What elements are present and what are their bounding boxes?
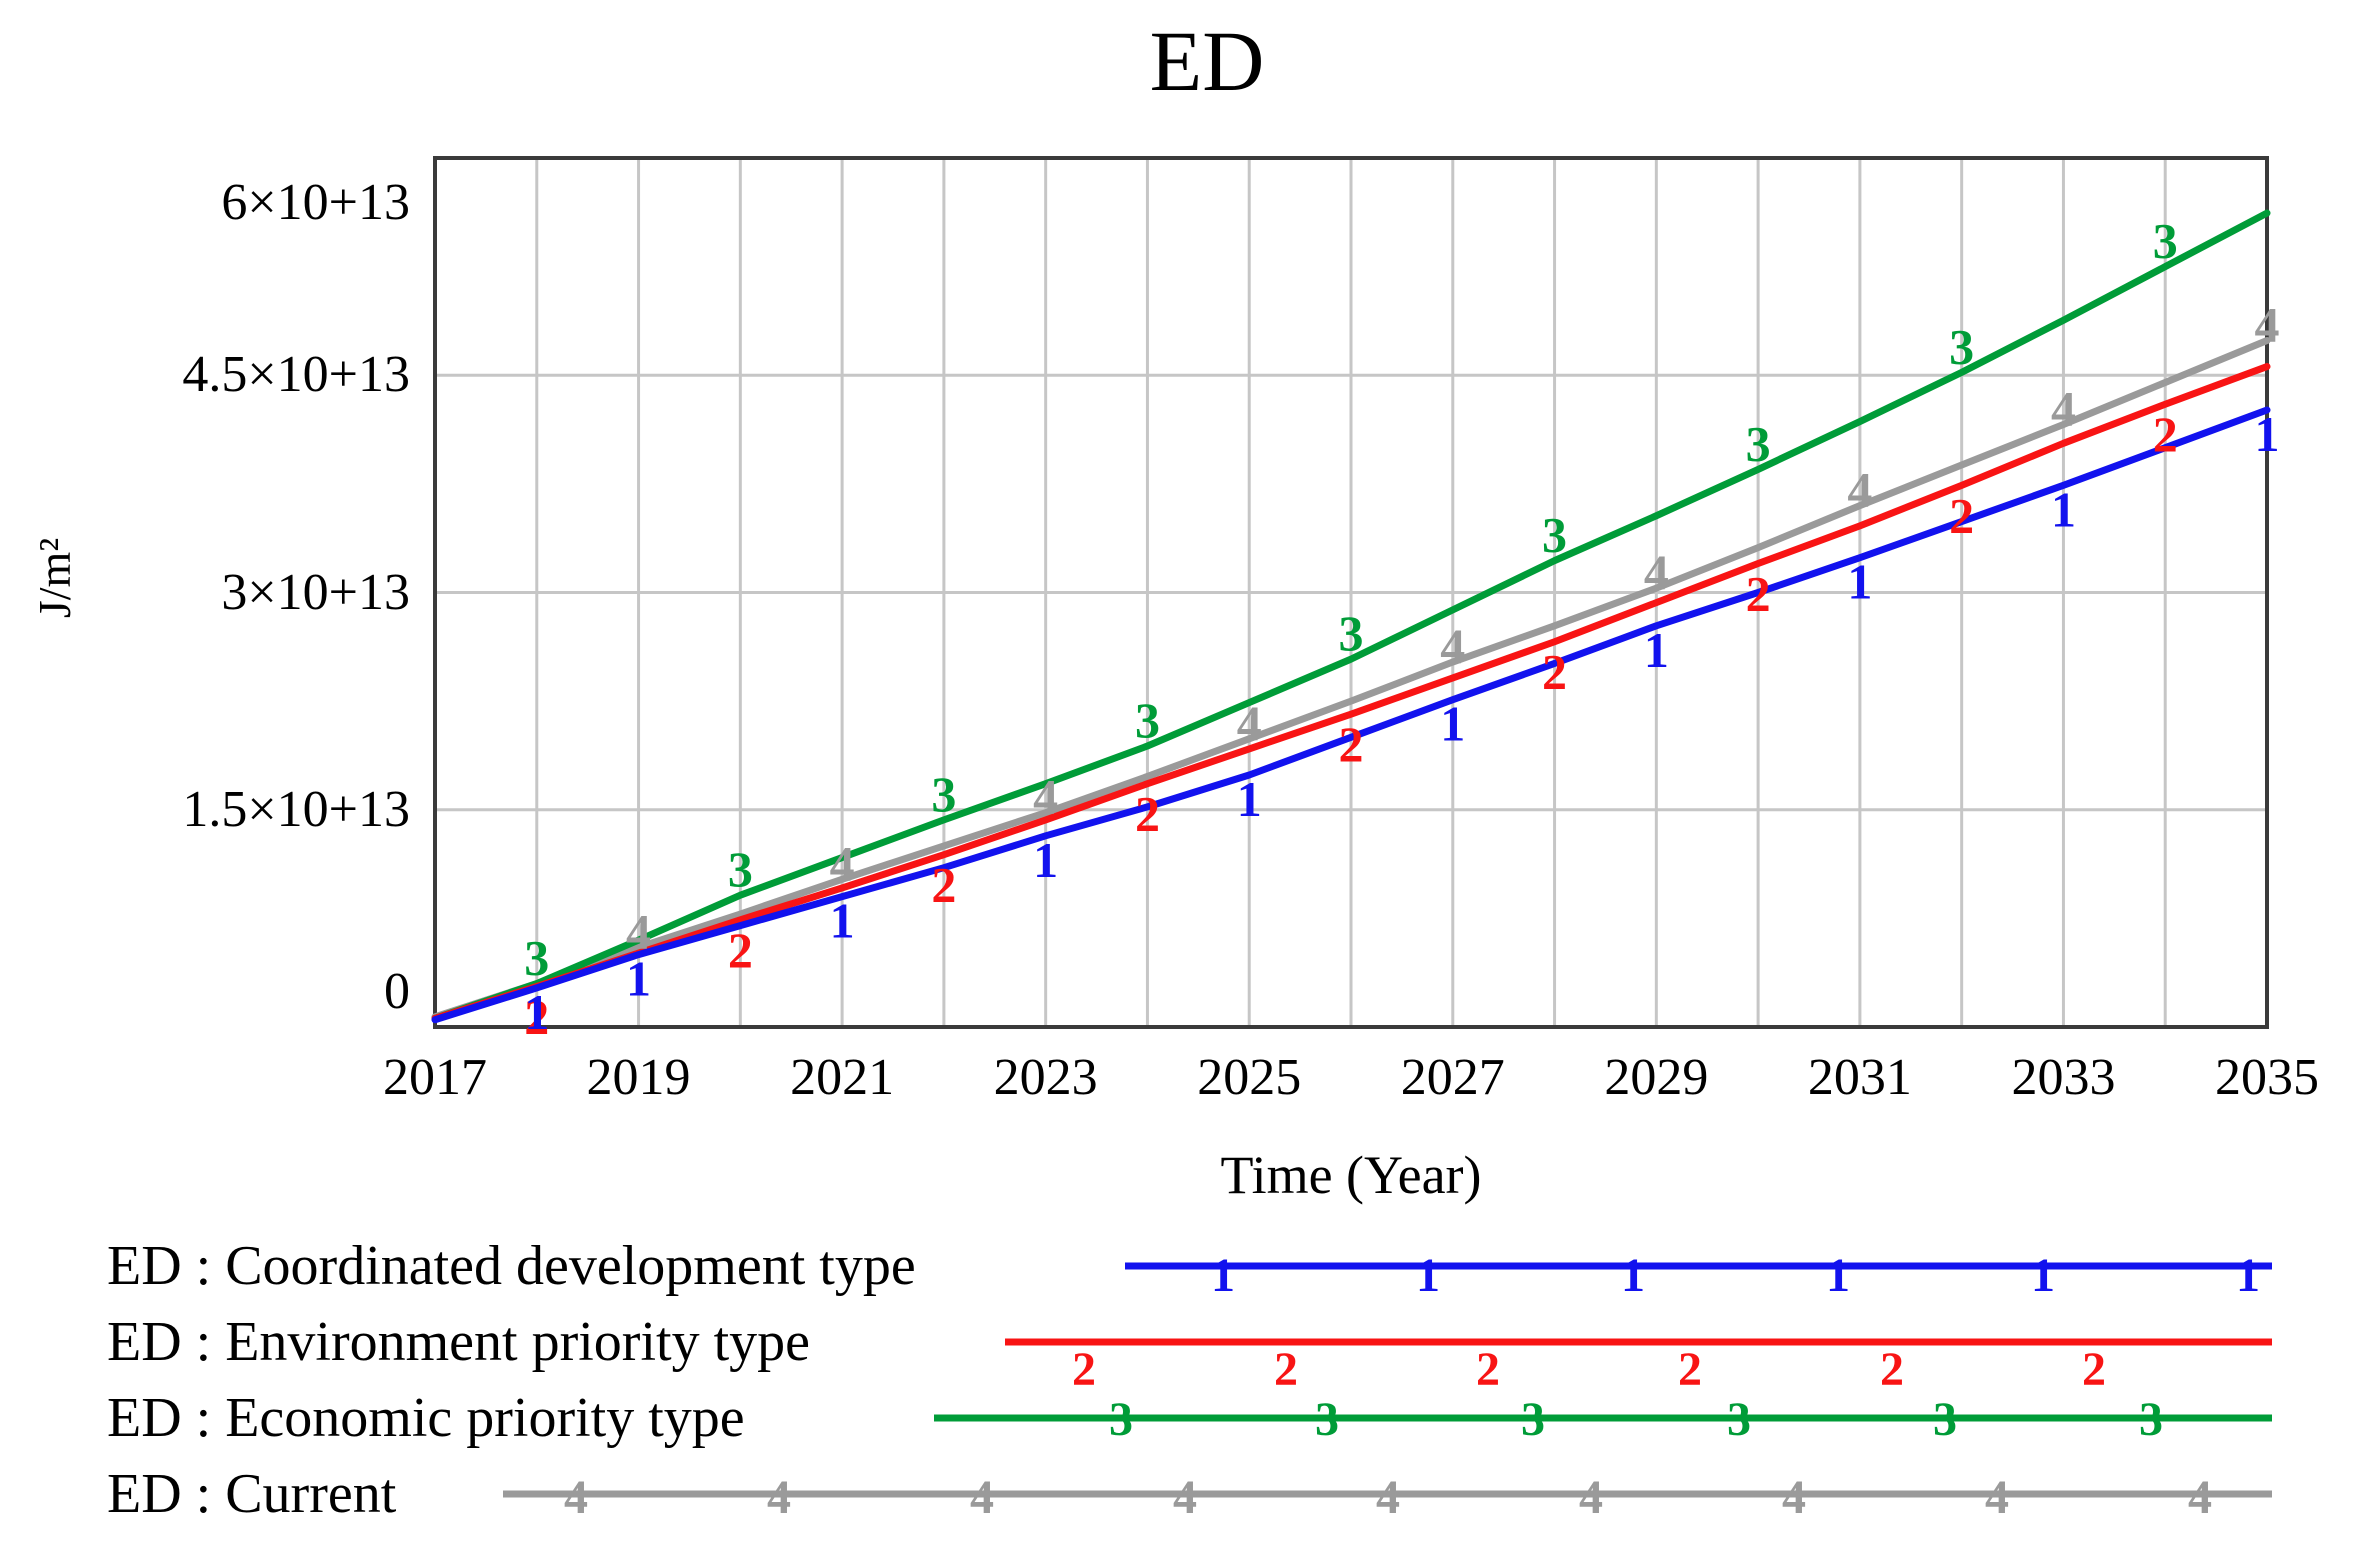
series-marker-2: 2 bbox=[931, 857, 956, 913]
legend-marker-4: 4 bbox=[970, 1471, 994, 1524]
series-marker-4: 4 bbox=[626, 903, 651, 959]
series-marker-3: 3 bbox=[931, 766, 956, 822]
legend-label-4: ED : Current bbox=[107, 1463, 397, 1525]
legend-marker-2: 2 bbox=[1274, 1343, 1298, 1396]
legend-line-4 bbox=[503, 1490, 2272, 1498]
series-line-2 bbox=[431, 363, 2271, 1022]
plot-border bbox=[433, 156, 2269, 1029]
series-marker-1: 1 bbox=[524, 984, 549, 1040]
legend-marker-4: 4 bbox=[1985, 1471, 2009, 1524]
y-tick-label: 6×10+13 bbox=[221, 174, 410, 231]
series-marker-1: 1 bbox=[1644, 622, 1669, 678]
series-marker-4: 4 bbox=[1033, 769, 1058, 825]
series-marker-4: 4 bbox=[830, 835, 855, 891]
series-marker-2: 2 bbox=[524, 988, 549, 1044]
legend-marker-2: 2 bbox=[1072, 1343, 1096, 1396]
legend-label-2: ED : Environment priority type bbox=[107, 1311, 810, 1373]
legend-marker-2: 2 bbox=[1678, 1343, 1702, 1396]
series-marker-1: 1 bbox=[2255, 406, 2280, 462]
series-marker-1: 1 bbox=[1033, 832, 1058, 888]
series-marker-1: 1 bbox=[626, 951, 651, 1007]
legend-marker-4: 4 bbox=[1579, 1471, 1603, 1524]
series-marker-3: 3 bbox=[728, 841, 753, 897]
x-tick-label: 2033 bbox=[2011, 1049, 2116, 1106]
legend-marker-3: 3 bbox=[2139, 1393, 2163, 1446]
y-tick-label: 3×10+13 bbox=[221, 563, 410, 621]
series-line-3 bbox=[431, 209, 2271, 1022]
series-marker-3: 3 bbox=[1339, 605, 1364, 661]
y-tick-label: 0 bbox=[384, 963, 410, 1020]
series-marker-4: 4 bbox=[1644, 544, 1669, 600]
series-marker-2: 2 bbox=[728, 922, 753, 978]
x-tick-label: 2023 bbox=[993, 1049, 1098, 1106]
x-tick-label: 2019 bbox=[586, 1049, 691, 1106]
series-marker-2: 2 bbox=[1542, 644, 1567, 700]
series-marker-1: 1 bbox=[2051, 481, 2076, 537]
series-marker-1: 1 bbox=[1440, 696, 1465, 752]
series-marker-2: 2 bbox=[1339, 716, 1364, 772]
legend-marker-4: 4 bbox=[1173, 1471, 1197, 1524]
x-tick-label: 2017 bbox=[383, 1049, 487, 1106]
x-tick-label: 2031 bbox=[1807, 1049, 1912, 1106]
legend-line-3 bbox=[934, 1414, 2272, 1422]
series-marker-3: 3 bbox=[1542, 507, 1567, 563]
legend-marker-3: 3 bbox=[1315, 1393, 1339, 1446]
legend-marker-1: 1 bbox=[1211, 1249, 1235, 1302]
legend-marker-1: 1 bbox=[1416, 1249, 1440, 1302]
series-marker-2: 2 bbox=[1746, 566, 1771, 622]
series-marker-4: 4 bbox=[1237, 695, 1262, 751]
legend-marker-2: 2 bbox=[1476, 1343, 1500, 1396]
series-marker-4: 4 bbox=[2051, 380, 2076, 436]
legend-line-1 bbox=[1125, 1262, 2272, 1270]
legend-marker-4: 4 bbox=[767, 1471, 791, 1524]
chart-title: ED bbox=[1149, 13, 1265, 109]
series-marker-4: 4 bbox=[2255, 296, 2280, 352]
series-marker-4: 4 bbox=[1847, 462, 1872, 518]
legend-marker-4: 4 bbox=[2188, 1471, 2212, 1524]
legend-marker-3: 3 bbox=[1727, 1393, 1751, 1446]
legend-marker-1: 1 bbox=[2031, 1249, 2055, 1302]
series-marker-2: 2 bbox=[2153, 406, 2178, 462]
series-marker-2: 2 bbox=[1949, 487, 1974, 543]
series-line-4 bbox=[431, 336, 2271, 1021]
legend-line-2 bbox=[1005, 1338, 2272, 1346]
series-marker-4: 4 bbox=[1440, 618, 1465, 674]
legend-label-1: ED : Coordinated development type bbox=[107, 1235, 916, 1297]
series-marker-1: 1 bbox=[1847, 554, 1872, 610]
legend-marker-1: 1 bbox=[2236, 1249, 2260, 1302]
legend-marker-3: 3 bbox=[1933, 1393, 1957, 1446]
x-tick-label: 2025 bbox=[1197, 1049, 1302, 1106]
series-marker-3: 3 bbox=[1135, 692, 1160, 748]
x-tick-label: 2029 bbox=[1604, 1049, 1709, 1106]
legend-marker-4: 4 bbox=[1782, 1471, 1806, 1524]
legend-marker-4: 4 bbox=[1376, 1471, 1400, 1524]
legend-marker-3: 3 bbox=[1521, 1393, 1545, 1446]
legend-marker-2: 2 bbox=[1880, 1343, 1904, 1396]
x-tick-label: 2035 bbox=[2215, 1049, 2319, 1106]
series-marker-3: 3 bbox=[524, 930, 549, 986]
series-marker-3: 3 bbox=[1746, 415, 1771, 471]
x-tick-label: 2027 bbox=[1400, 1049, 1505, 1106]
legend-marker-1: 1 bbox=[1826, 1249, 1850, 1302]
legend-marker-2: 2 bbox=[2082, 1343, 2106, 1396]
series-marker-1: 1 bbox=[1237, 771, 1262, 827]
series-line-1 bbox=[431, 406, 2271, 1024]
legend-marker-3: 3 bbox=[1109, 1393, 1133, 1446]
series-marker-3: 3 bbox=[2153, 213, 2178, 269]
y-tick-label: 4.5×10+13 bbox=[182, 346, 410, 404]
series-marker-3: 3 bbox=[1949, 318, 1974, 374]
legend-label-3: ED : Economic priority type bbox=[107, 1387, 745, 1449]
series-marker-1: 1 bbox=[830, 893, 855, 949]
x-tick-label: 2021 bbox=[790, 1049, 895, 1106]
x-axis-title: Time (Year) bbox=[1220, 1145, 1482, 1205]
legend-marker-4: 4 bbox=[564, 1471, 588, 1524]
series-marker-2: 2 bbox=[1135, 786, 1160, 842]
y-tick-label: 1.5×10+13 bbox=[182, 780, 410, 838]
legend-marker-1: 1 bbox=[1621, 1249, 1645, 1302]
